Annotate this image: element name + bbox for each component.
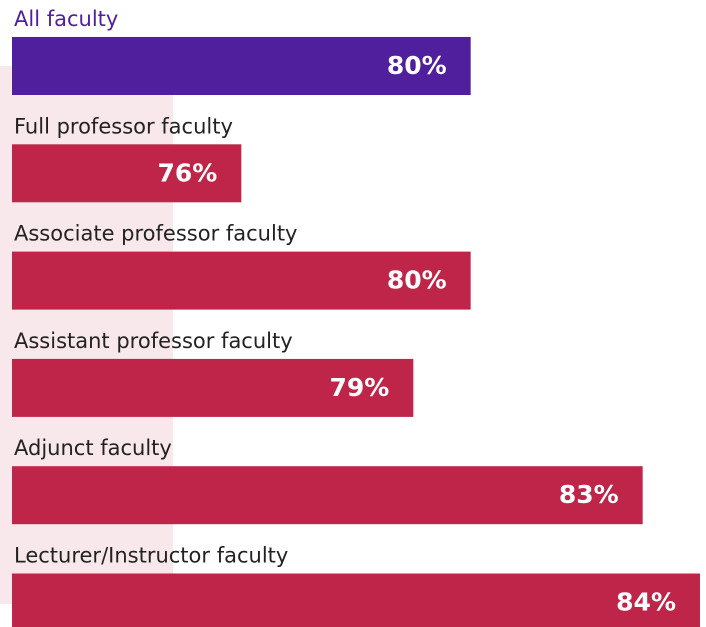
bar [12,358,414,417]
category-label: Adjunct faculty [14,436,172,460]
value-label: 80% [387,51,447,80]
value-label: 76% [157,158,217,187]
bar [12,251,471,310]
category-label: Associate professor faculty [14,222,298,246]
bar [12,573,700,627]
bar [12,37,471,95]
category-label: Assistant professor faculty [14,329,293,353]
category-label: All faculty [14,7,118,31]
bar [12,144,242,203]
value-label: 84% [616,588,676,617]
value-label: 79% [329,373,389,402]
value-label: 83% [559,480,619,509]
category-label: Full professor faculty [14,114,233,138]
bar [12,466,643,525]
value-label: 80% [387,266,447,295]
category-label: Lecturer/Instructor faculty [14,544,288,568]
